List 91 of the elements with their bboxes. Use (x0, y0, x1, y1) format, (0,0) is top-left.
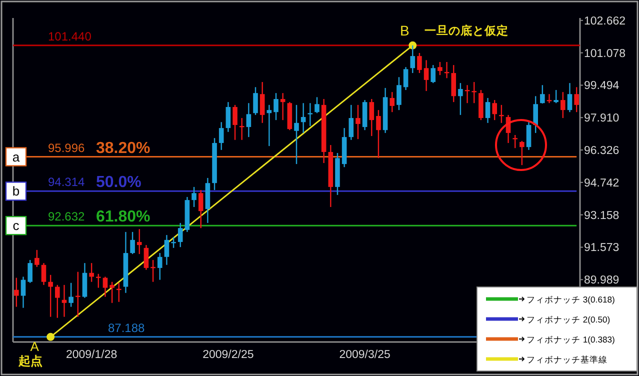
y-tick-label: 97.910 (584, 112, 620, 125)
legend-label: フィボナッチ 1(0.383) (526, 334, 616, 344)
annotation: b (12, 184, 20, 199)
candlestick (280, 92, 286, 121)
point (408, 41, 417, 50)
annotation: 起点 (18, 354, 43, 368)
candlestick (567, 82, 572, 113)
candlestick (356, 104, 360, 140)
candlestick (253, 86, 258, 116)
legend-label: フィボナッチ基準線 (526, 354, 608, 364)
y-tick-label: 93.158 (584, 210, 620, 222)
y-tick-label: 89.989 (584, 274, 620, 287)
candlestick (526, 122, 532, 151)
annotation: 94.314 (48, 175, 86, 190)
candlestick (430, 64, 436, 84)
candlestick (485, 97, 490, 124)
candlestick (102, 276, 108, 298)
y-tick-label: 91.573 (584, 242, 620, 254)
annotation: c (12, 218, 20, 234)
candlestick (403, 66, 408, 91)
candlestick (396, 76, 402, 111)
candlestick (376, 109, 381, 159)
candlestick (274, 92, 278, 121)
y-tick-label: 99.494 (584, 80, 620, 92)
ref-line-label: 87.188 (108, 320, 146, 335)
candlestick (82, 262, 88, 298)
candlestick (178, 222, 183, 248)
y-tick-label: 94.742 (584, 177, 620, 190)
candlestick (20, 276, 26, 308)
candlestick (226, 101, 231, 133)
candlestick (308, 102, 313, 127)
candlestick (574, 86, 579, 113)
candlestick (560, 91, 566, 119)
candlestick (300, 102, 306, 134)
candlestick (492, 99, 498, 121)
candlestick (192, 186, 196, 208)
candlestick (68, 282, 74, 308)
candlestick (458, 82, 463, 116)
candlestick (232, 104, 238, 141)
annotation: 38.20% (96, 140, 150, 157)
candlestick (130, 231, 135, 255)
y-tick-label: 96.326 (584, 145, 620, 158)
x-tick-label: 2009/1/28 (66, 349, 118, 361)
annotation: 一旦の底と仮定 (424, 23, 509, 38)
candlestick (218, 122, 224, 151)
candlestick (34, 249, 40, 268)
candlestick (314, 96, 320, 114)
candlestick (55, 284, 60, 318)
candlestick (48, 274, 53, 318)
annotation: a (12, 149, 20, 164)
point (46, 332, 55, 341)
x-tick-label: 2009/2/25 (202, 349, 254, 361)
annotation: 92.632 (48, 210, 86, 224)
candlestick (266, 104, 272, 147)
candlestick (198, 189, 204, 229)
candlestick (554, 89, 558, 104)
candlestick (424, 60, 429, 92)
candlestick (14, 277, 19, 308)
annotation: A (30, 338, 40, 354)
candlestick (390, 91, 395, 113)
annotation: B (400, 22, 410, 38)
y-tick-label: 102.662 (584, 15, 626, 28)
candlestick (369, 98, 374, 137)
candlestick (136, 228, 142, 255)
candlestick (417, 52, 422, 74)
annotation: 50.0% (96, 174, 142, 192)
candlestick (294, 104, 299, 165)
candlestick (62, 284, 67, 318)
candlestick (246, 102, 252, 138)
candlestick (41, 262, 46, 286)
candlestick (110, 281, 114, 304)
candlestick (533, 96, 538, 134)
candlestick (157, 252, 162, 280)
candlestick (540, 84, 545, 104)
candlestick (89, 262, 94, 282)
candlestick (260, 81, 265, 124)
x-tick-label: 2009/3/25 (339, 349, 390, 361)
candlestick (348, 104, 354, 141)
annotation: 95.996 (48, 140, 86, 155)
legend-label: フィボナッチ 2(0.50) (526, 314, 610, 324)
annotation: 61.80% (96, 208, 150, 226)
candlestick (512, 134, 518, 149)
candlestick (164, 234, 170, 266)
candlestick (438, 61, 442, 76)
legend-label: フィボナッチ 3(0.618) (526, 294, 616, 304)
candlestick (520, 140, 524, 166)
ref-line-label: 101.440 (48, 29, 92, 44)
candlestick (451, 64, 456, 103)
y-tick-label: 101.078 (584, 48, 626, 60)
candlestick (144, 244, 149, 270)
candlestick (28, 259, 32, 284)
